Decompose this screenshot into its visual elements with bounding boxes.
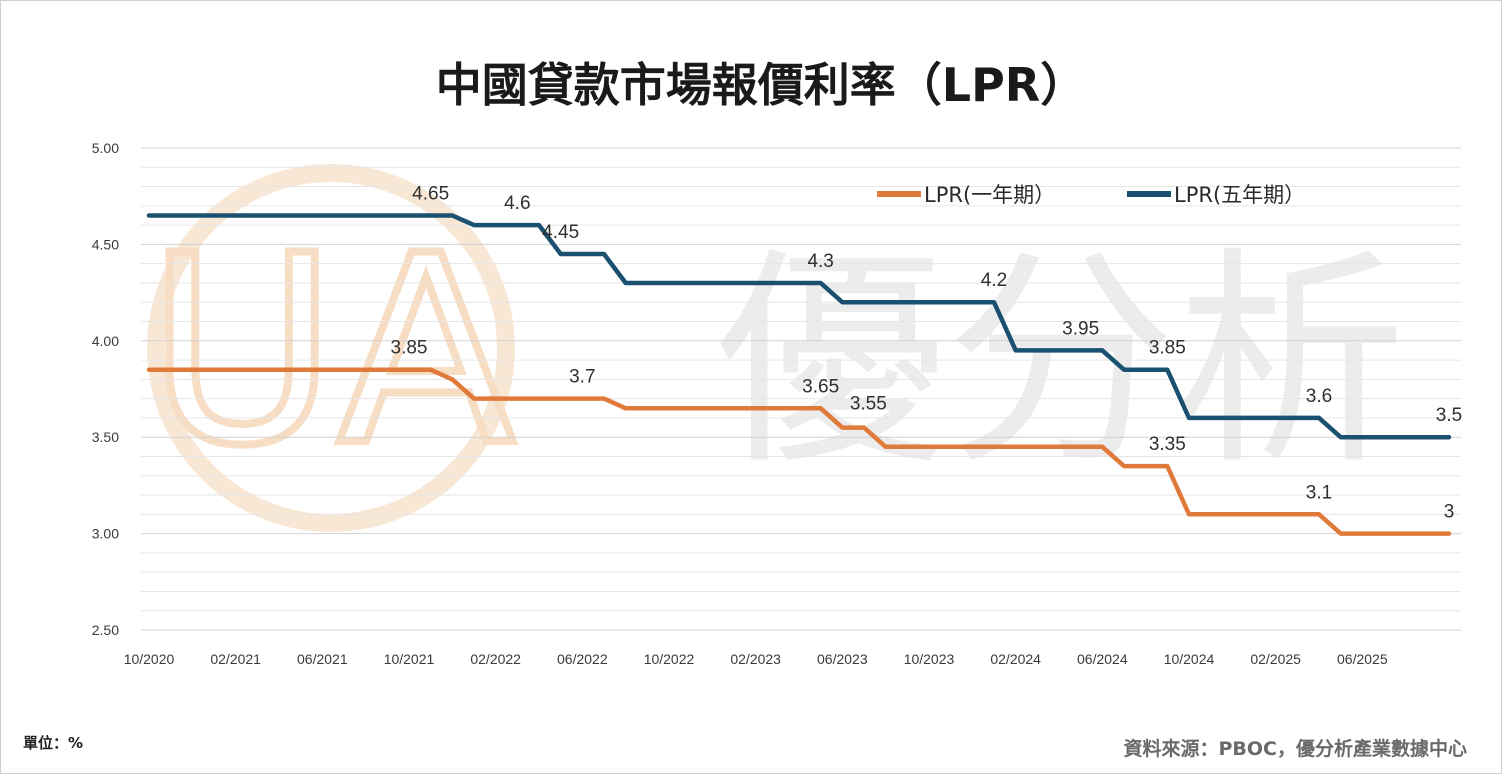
series-lines [146,213,1452,536]
watermark-logo-circle [147,164,515,532]
legend-label-1y: LPR(一年期） [924,183,1055,207]
series-line-5y [146,213,1452,440]
data-label: 4.6 [504,193,530,214]
data-label: 3 [1444,502,1455,523]
y-tick-label: 2.50 [92,622,119,638]
x-tick-label: 10/2022 [644,651,695,667]
data-label: 3.7 [569,367,595,388]
chart-title: 中國貸款市場報價利率（LPR） [436,58,1086,112]
x-tick-label: 02/2022 [470,651,521,667]
x-tick-label: 02/2024 [990,651,1041,667]
series-line-1y [146,367,1452,536]
x-tick-label: 10/2020 [124,651,175,667]
x-tick-label: 10/2024 [1164,651,1215,667]
data-label: 3.5 [1436,405,1462,426]
data-label: 4.45 [542,222,579,243]
legend: LPR(一年期） LPR(五年期） [877,183,1305,207]
x-tick-label: 06/2025 [1337,651,1388,667]
y-tick-label: 4.50 [92,236,119,252]
x-tick-label: 06/2022 [557,651,608,667]
data-label: 3.85 [1149,338,1186,359]
x-tick-label: 02/2025 [1250,651,1301,667]
x-tick-label: 06/2023 [817,651,868,667]
x-tick-label: 02/2023 [730,651,781,667]
y-tick-label: 5.00 [92,140,119,156]
y-tick-label: 3.50 [92,429,119,445]
data-label: 4.2 [981,270,1007,291]
watermark: UA 優分析 [143,164,1406,532]
data-label: 4.3 [807,251,833,272]
y-axis: 5.00 4.50 4.00 3.50 3.00 2.50 [92,140,119,638]
data-labels: 3.85 3.7 3.65 3.55 3.35 3.1 3 4.65 4.6 4.45 4.3 4.2… [391,183,1463,522]
data-label: 3.55 [850,394,887,415]
x-axis: 10/2020 02/2021 06/2021 10/2021 02/2022 06/20… [124,651,1388,667]
watermark-text: 優分析 [716,229,1406,496]
gridlines [141,147,1461,631]
x-tick-label: 10/2021 [384,651,435,667]
x-tick-label: 06/2021 [297,651,348,667]
data-label: 3.35 [1149,434,1186,455]
y-tick-label: 3.00 [92,526,119,542]
source-note: 資料來源：PBOC，優分析產業數據中心 [1123,737,1467,760]
legend-label-5y: LPR(五年期） [1174,183,1305,207]
x-tick-label: 06/2024 [1077,651,1128,667]
data-label: 3.85 [391,338,428,359]
data-label: 4.65 [412,183,449,204]
data-label: 3.6 [1306,386,1332,407]
watermark-logo-text: UA [147,201,516,503]
data-label: 3.1 [1306,482,1332,503]
unit-label: 單位：% [23,734,83,752]
data-label: 3.65 [802,376,839,397]
x-tick-label: 02/2021 [210,651,261,667]
x-tick-label: 10/2023 [904,651,955,667]
data-label: 3.95 [1062,318,1099,339]
y-tick-label: 4.00 [92,333,119,349]
